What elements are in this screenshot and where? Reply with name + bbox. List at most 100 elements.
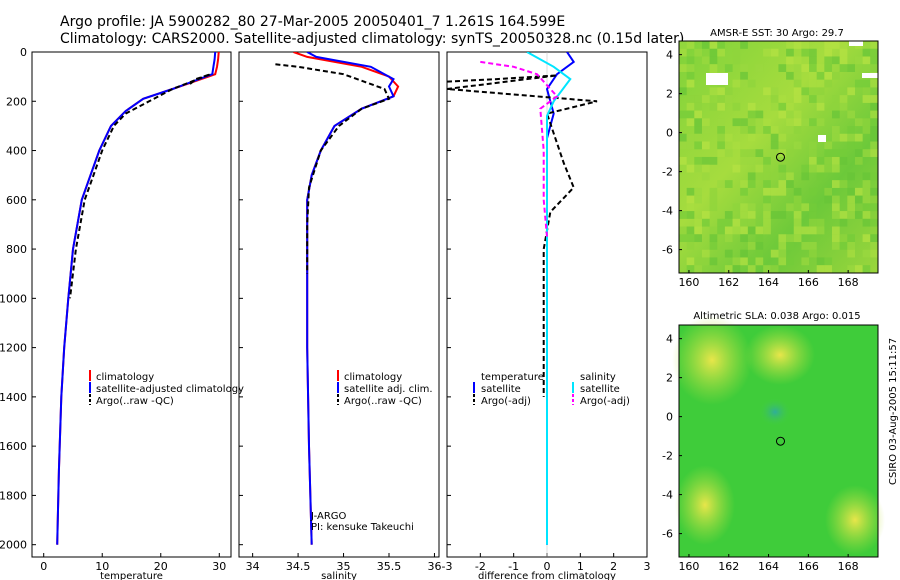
salinity-xtick-label: 34.5	[286, 560, 311, 573]
sst-cell	[793, 87, 802, 96]
sst-cell	[740, 41, 748, 49]
sst-cell	[809, 95, 817, 103]
sst-cell	[763, 195, 771, 204]
sst-cell	[724, 234, 733, 243]
sst-cell	[854, 187, 863, 196]
sst-cell	[740, 249, 748, 258]
sst-cell	[862, 172, 871, 181]
sst-cell	[694, 187, 702, 196]
legend-label-sal-argo-diff: Argo(-adj)	[580, 396, 630, 407]
sst-cell	[809, 164, 817, 173]
temperature-xtick-label: 30	[212, 560, 226, 573]
sst-cell	[686, 226, 695, 235]
sst-cell	[686, 133, 695, 142]
sst-cell	[732, 265, 741, 273]
sst-cell	[755, 172, 764, 181]
sst-cell	[778, 133, 787, 142]
sst_map-xtick-label: 168	[838, 276, 859, 289]
sst-cell	[809, 249, 817, 258]
temperature-xlabel: temperature	[100, 571, 163, 580]
sst-cell	[740, 79, 748, 88]
sst-cell	[801, 118, 810, 127]
sst-cell	[740, 71, 748, 80]
sst-cell	[809, 64, 817, 72]
sst-cell	[694, 110, 702, 119]
sst-land-patch-4	[849, 41, 863, 46]
sst-cell	[778, 211, 787, 219]
sst-cell	[862, 64, 871, 72]
sst-cell	[832, 71, 840, 80]
sst-cell	[701, 126, 710, 134]
sst-cell	[832, 110, 840, 119]
sst-cell	[786, 257, 794, 266]
sst-cell	[747, 149, 756, 158]
sst_map-ytick-label: 0	[666, 127, 673, 140]
difference-panel: -3 -2 -1 0 1 2 3 difference from climatology	[442, 51, 651, 580]
sst-cell	[778, 95, 787, 103]
sla-map-title: Altimetric SLA: 0.038 Argo: 0.015	[693, 311, 860, 322]
sst-cell	[763, 226, 771, 235]
sla_map-xtick-label: 162	[718, 560, 739, 573]
sst-cell	[832, 180, 840, 188]
sst-cell	[786, 118, 794, 127]
legend-label-argo: Argo(..raw -QC)	[96, 396, 174, 407]
salinity-series-satellite-adj-clim-	[306, 52, 395, 545]
sla_map-argo-marker	[775, 436, 785, 446]
sst-cell	[747, 211, 756, 219]
sst-cell	[816, 265, 825, 273]
sst-cell	[686, 102, 695, 111]
sst-cell	[824, 149, 833, 158]
sst-cell	[686, 241, 695, 250]
sst-cell	[679, 226, 687, 235]
sst-cell	[832, 241, 840, 250]
jargo-label: J-ARGO	[310, 511, 347, 522]
sst-cell	[717, 118, 725, 127]
sla-map-frame	[678, 324, 879, 558]
sst-cell	[740, 149, 748, 158]
depth-tick-label: 600	[6, 194, 27, 207]
legend-title-temperature: temperature	[481, 372, 544, 383]
sst-cell	[801, 203, 810, 212]
sst-cell	[686, 195, 695, 204]
sst-cell	[717, 95, 725, 103]
sst-cell	[740, 156, 748, 165]
sst-cell	[724, 249, 733, 258]
sst-cell	[778, 64, 787, 72]
sst-cell	[679, 133, 687, 142]
sst-cell	[686, 164, 695, 173]
sst-cell	[709, 56, 718, 65]
sst-cell	[816, 71, 825, 80]
sst-cell	[854, 265, 863, 273]
difference-series-temperature-argo-adj-	[447, 74, 598, 397]
sst-cell	[763, 218, 771, 227]
sst-cell	[809, 118, 817, 127]
sst-cell	[824, 141, 833, 150]
sst-land-patch-3	[818, 135, 826, 142]
sst-cell	[832, 156, 840, 165]
sst-cell	[862, 41, 871, 49]
sla-map-axes: 160 162 164 166 168 -6 -4 -2 0 2 4	[662, 333, 859, 573]
sst-cell	[809, 71, 817, 80]
sst-cell	[839, 149, 848, 158]
sst-cell	[793, 110, 802, 119]
sst-cell	[839, 87, 848, 96]
sst-cell	[786, 180, 794, 188]
sla-map: Altimetric SLA: 0.038 Argo: 0.015 160 162…	[662, 311, 885, 573]
sst-cell	[686, 95, 695, 103]
sst-cell	[709, 241, 718, 250]
sst-cell	[686, 71, 695, 80]
legend-label-temp-argo: Argo(-adj)	[481, 396, 531, 407]
salinity-xtick-label: 34	[246, 560, 260, 573]
sst-cell	[809, 48, 817, 57]
sst-cell	[701, 211, 710, 219]
sst-cell	[832, 211, 840, 219]
sst-cell	[709, 187, 718, 196]
depth-tick-label: 1600	[0, 440, 27, 453]
sst-cell	[694, 102, 702, 111]
sst-cell	[854, 64, 863, 72]
sst-cell	[870, 95, 878, 103]
profile-plots: 0 10 20 30020040060080010001200140016001800…	[0, 46, 651, 580]
sst-map-axes: 160 162 164 166 168 -6 -4 -2 0 2 4	[662, 49, 859, 289]
sst-cell	[770, 249, 779, 258]
sst-cell	[809, 187, 817, 196]
